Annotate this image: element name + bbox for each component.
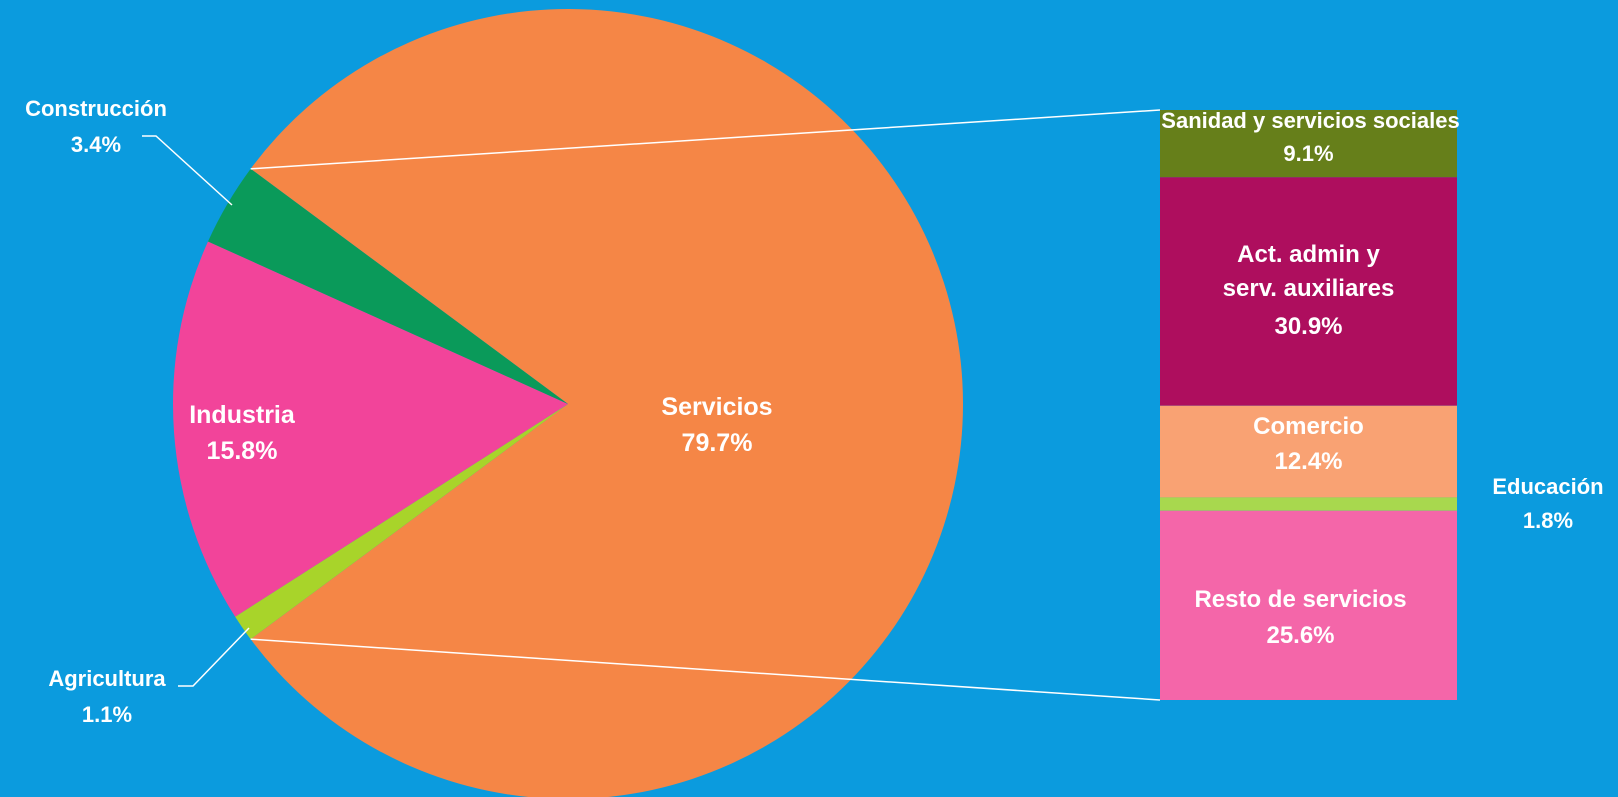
bar-label-sanidad-y-servicios-sociales: Sanidad y servicios sociales bbox=[1161, 108, 1459, 133]
connector-lines bbox=[250, 109, 1161, 701]
bar-label-resto-de-servicios: Resto de servicios bbox=[1194, 586, 1406, 613]
bar-segment-comercio bbox=[1160, 405, 1457, 498]
pie-label-agricultura: Agricultura bbox=[48, 666, 166, 691]
pie-label-servicios: Servicios bbox=[661, 393, 772, 421]
bar-value-sanidad-y-servicios-sociales: 9.1% bbox=[1283, 141, 1333, 166]
bar-label-educacion: Educación bbox=[1492, 474, 1603, 499]
bar-value-resto-de-servicios: 25.6% bbox=[1266, 622, 1334, 649]
pie-label-construccion: Construcción bbox=[25, 96, 167, 121]
pie-label-industria: Industria bbox=[189, 401, 296, 429]
bar-value-educacion: 1.8% bbox=[1523, 508, 1573, 533]
bar-value-comercio: 12.4% bbox=[1274, 448, 1342, 475]
pie-slice-agricultura bbox=[235, 404, 568, 640]
pie bbox=[173, 9, 963, 797]
bar-value-act-admin-y-serv-auxiliares: 30.9% bbox=[1274, 313, 1342, 340]
bar-label-act-admin-y-serv-auxiliares-line-2: serv. auxiliares bbox=[1223, 275, 1395, 302]
pie-value-industria: 15.8% bbox=[207, 437, 278, 465]
bar-segment-sanidad-y-servicios-sociales bbox=[1160, 110, 1457, 178]
data-labels: Servicios 79.7% Industria 15.8% Construcción… bbox=[25, 96, 1604, 727]
bar-segment-educacion bbox=[1160, 497, 1457, 511]
pie-slice-servicios bbox=[250, 9, 963, 797]
leader-line-construccion bbox=[142, 135, 233, 206]
stacked-bar bbox=[1160, 110, 1457, 700]
connector-line-top bbox=[250, 109, 1161, 170]
pie-slice-industria bbox=[173, 241, 568, 617]
pie-value-construccion: 3.4% bbox=[71, 132, 121, 157]
bar-segment-act-admin-y-serv-auxiliares bbox=[1160, 177, 1457, 406]
pie-value-agricultura: 1.1% bbox=[82, 702, 132, 727]
connector-line-bottom bbox=[250, 638, 1161, 701]
pie-slice-construccion bbox=[208, 168, 568, 404]
leader-line-agricultura bbox=[178, 627, 250, 687]
bar-label-act-admin-y-serv-auxiliares-line-1: Act. admin y bbox=[1237, 241, 1380, 268]
bar-label-comercio: Comercio bbox=[1253, 413, 1364, 440]
bar-segment-resto-de-servicios bbox=[1160, 510, 1457, 700]
pie-value-servicios: 79.7% bbox=[682, 429, 753, 457]
